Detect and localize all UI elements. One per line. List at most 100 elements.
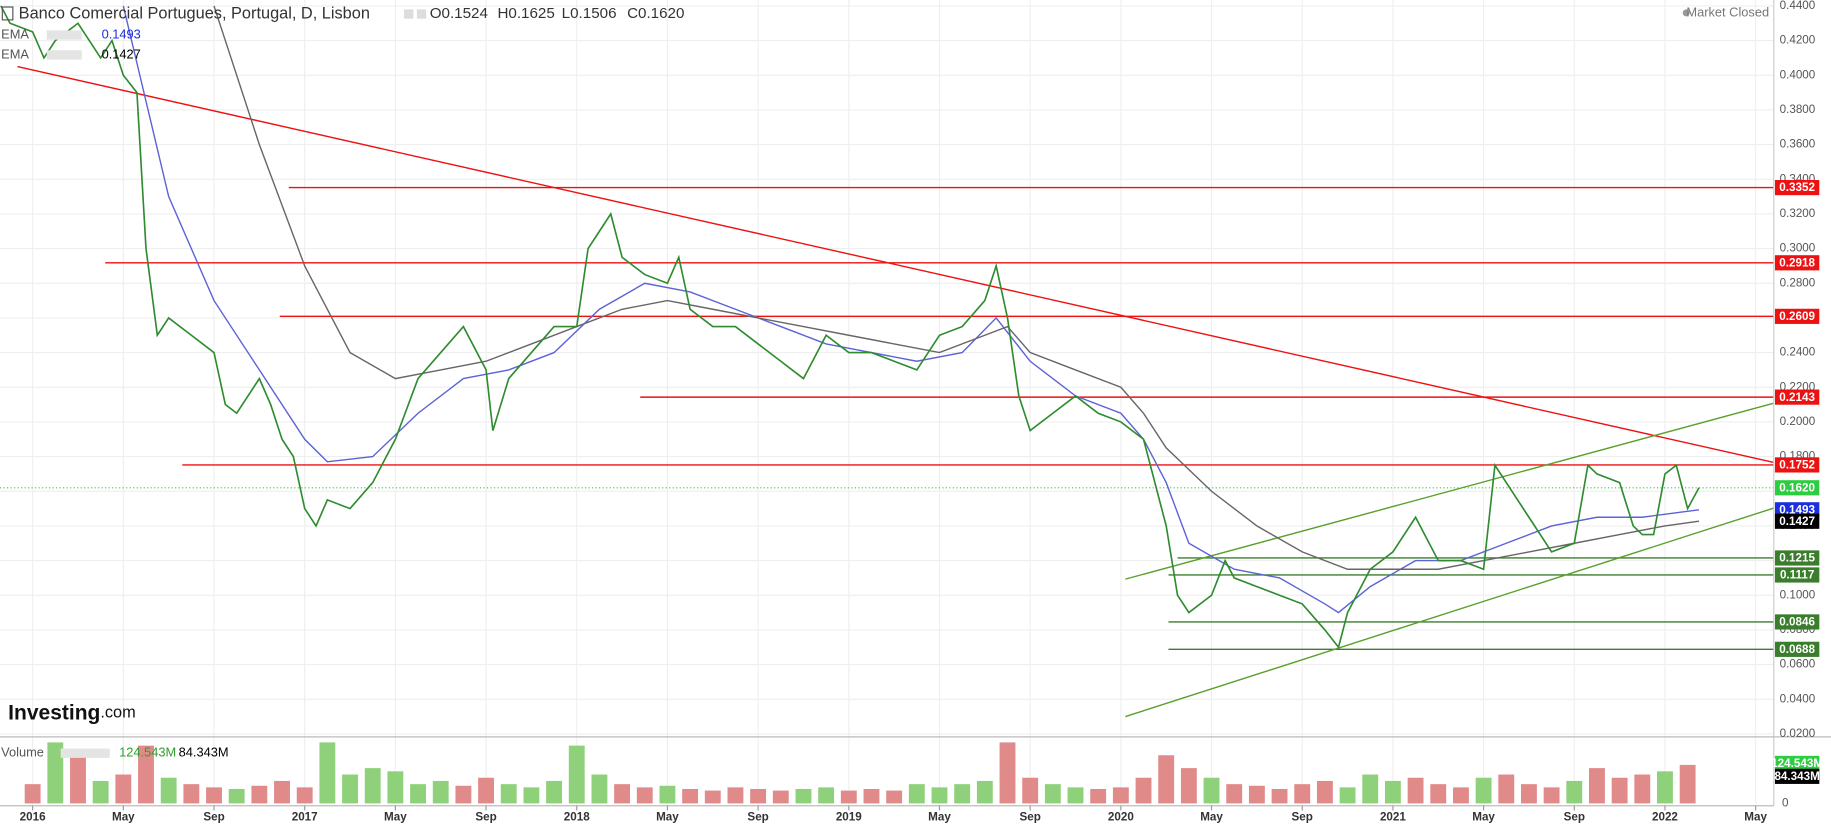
y-tick-label: 0.2400 (1780, 346, 1816, 359)
x-tick-label: Sep (747, 811, 768, 824)
price-line (0, 5, 1700, 650)
volume-last: 124.543M (119, 745, 176, 760)
status-dot (1682, 9, 1690, 17)
volume-bar (591, 774, 608, 804)
icon[interactable] (60, 748, 110, 758)
trend-line (1125, 507, 1774, 718)
ohlc-high: H0.1625 (497, 5, 554, 22)
level-tag (1774, 550, 1820, 566)
x-tick-label: 2016 (20, 811, 46, 824)
volume-bar (1407, 777, 1424, 804)
x-tick-label: 2017 (292, 811, 318, 824)
level-tag-label: 0.1117 (1780, 569, 1814, 582)
volume-bar (1294, 784, 1311, 804)
volume-bar (410, 784, 426, 804)
y-tick-label: 0.3200 (1780, 207, 1816, 220)
volume-bar (1611, 777, 1628, 804)
volume-bar (1112, 787, 1129, 804)
volume-bar (1248, 785, 1265, 804)
volume-label: Volume (1, 745, 44, 760)
brand-main: Investing (8, 701, 100, 724)
level-tag-label: 0.1752 (1779, 459, 1815, 472)
level-tag (1774, 255, 1820, 271)
volume-bar (1543, 787, 1560, 804)
brand: Investing.com (8, 701, 136, 724)
volume-bar (750, 788, 767, 804)
market-status: Market Closed (1686, 4, 1769, 19)
volume-bar (1203, 777, 1220, 804)
y-tick-label: 0.4400 (1780, 0, 1816, 12)
volume-bar (1271, 788, 1288, 804)
x-tick-label: May (656, 811, 679, 824)
volume-bar (1067, 787, 1084, 804)
volume-bar (1657, 771, 1673, 804)
icon[interactable] (416, 9, 427, 19)
volume-bar (795, 788, 812, 804)
indicator-value: 0.1427 (102, 46, 141, 61)
indicator-name: EMA (1, 46, 29, 61)
y-tick-label: 0.3600 (1780, 138, 1816, 151)
volume-bar (908, 784, 925, 804)
x-tick-label: Sep (475, 811, 496, 824)
volume-bar (432, 780, 449, 804)
volume-bar (1158, 755, 1175, 804)
volume-bar (886, 790, 903, 804)
y-tick-label: 0.4000 (1780, 68, 1816, 81)
icon[interactable] (46, 50, 82, 60)
volume-bar (999, 742, 1016, 804)
indicator-name: EMA (1, 26, 29, 41)
volume-bar (682, 788, 699, 804)
volume-bar (24, 784, 41, 804)
x-tick-label: 2021 (1380, 811, 1406, 824)
volume-bar (1316, 780, 1333, 804)
x-tick-label: 2022 (1652, 811, 1678, 824)
ema-tag (1774, 502, 1820, 518)
trend-line (1125, 402, 1774, 580)
volume-bar (500, 784, 517, 804)
volume-bar (1679, 764, 1696, 804)
brand-suffix: .com (100, 704, 135, 722)
volume-bar (1475, 777, 1492, 804)
price-tag-label: 0.1620 (1779, 481, 1815, 494)
ema-tag (1774, 513, 1820, 529)
x-tick-label: May (112, 811, 135, 824)
volume-bar (183, 784, 200, 804)
volume-bar (704, 790, 721, 804)
x-tick-label: Sep (1292, 811, 1313, 824)
tags: 0.3352 0.2918 0.2609 0.2143 0.1752 0.1215 0.11… (1771, 179, 1823, 784)
icon[interactable] (46, 30, 82, 40)
ema-line (213, 5, 1700, 570)
x-tick-label: Sep (1564, 811, 1585, 824)
icon[interactable] (404, 9, 414, 19)
volume-average-tag-label: 84.343M (1774, 770, 1819, 783)
ema-tag-label: 0.1427 (1779, 515, 1815, 528)
volume-average: 84.343M (179, 745, 229, 760)
level-tag (1774, 641, 1820, 657)
volume-bar (160, 777, 177, 804)
volume-bar (92, 780, 109, 804)
volume-bar (319, 742, 336, 804)
y-tick-label: 0.0400 (1780, 692, 1816, 705)
ohlc-close: C0.1620 (627, 5, 684, 22)
volume-bar (1339, 787, 1356, 804)
level-tag (1774, 179, 1820, 196)
x-tick-label: May (384, 811, 407, 824)
level-tag (1774, 308, 1820, 324)
x-tick-label: 2019 (836, 811, 862, 824)
y-tick-label: 0.4200 (1780, 34, 1816, 47)
volume-bar (47, 742, 64, 804)
x-tick-label: May (928, 811, 951, 824)
y-tick-label: 0.2000 (1780, 415, 1816, 428)
level-tag-label: 0.2918 (1779, 256, 1815, 269)
volume-bar (659, 785, 676, 804)
x-tick-label: May (1472, 811, 1495, 824)
x-tick-label: 2020 (1108, 811, 1134, 824)
y-tick-label: 0.2800 (1780, 276, 1816, 289)
volume-bar (1430, 784, 1447, 804)
volume-bar (523, 787, 540, 804)
volume-bar (931, 787, 948, 804)
volume-bar (138, 745, 154, 804)
volume-bar (1226, 784, 1243, 804)
level-tag (1774, 567, 1820, 583)
